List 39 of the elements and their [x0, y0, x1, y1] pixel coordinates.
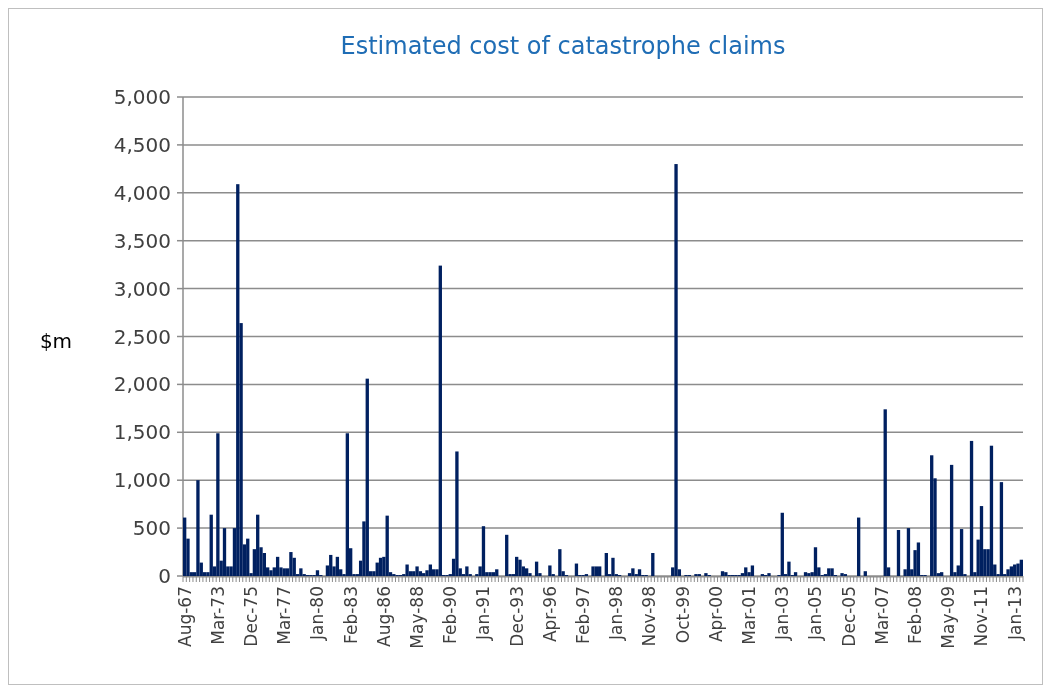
y-tick-label: 3,500: [113, 228, 171, 253]
y-tick-label: 3,000: [113, 276, 171, 301]
x-tick-label: Mar-73: [207, 586, 228, 645]
x-tick-label: Mar-77: [274, 586, 295, 645]
x-tick-label: Dec-05: [838, 586, 859, 647]
y-tick-label: 4,500: [113, 132, 171, 157]
x-tick-label: Dec-75: [241, 586, 262, 647]
x-tick-label: Feb-90: [440, 586, 461, 644]
x-tick-label: Apr-96: [539, 586, 560, 643]
x-tick-label: Nov-98: [639, 586, 660, 647]
x-tick-label: Jan-91: [473, 586, 494, 641]
y-tick-label: 2,000: [113, 372, 171, 397]
y-tick-label: 500: [132, 516, 171, 541]
y-tick-label: 0: [158, 564, 171, 588]
y-tick-label: 1,500: [113, 420, 171, 445]
x-tick-label: Aug-86: [373, 586, 394, 647]
x-tick-label: Apr-00: [705, 586, 726, 643]
chart-title: Estimated cost of catastrophe claims: [340, 32, 786, 60]
x-tick-label: Mar-01: [739, 586, 760, 645]
y-tick-label: 4,000: [113, 180, 171, 205]
x-tick-label: Aug-67: [174, 586, 195, 647]
y-tick-label: 1,000: [113, 468, 171, 493]
x-tick-label: Dec-93: [506, 586, 527, 647]
y-tick-label: 2,500: [113, 324, 171, 349]
x-tick-label: Mar-07: [871, 586, 892, 645]
x-tick-label: Oct-99: [672, 586, 693, 644]
y-tick-label: 5,000: [113, 85, 171, 109]
x-tick-label: Jan-05: [805, 586, 826, 641]
y-axis-title: $m: [39, 329, 73, 353]
x-tick-label: Jan-03: [772, 586, 793, 641]
x-tick-label: May-09: [938, 586, 959, 649]
x-tick-label: Nov-11: [971, 586, 992, 647]
x-tick-label: Jan-98: [606, 586, 627, 641]
x-tick-label: Feb-08: [905, 586, 926, 644]
x-tick-label: Feb-97: [573, 586, 594, 644]
x-tick-label: Feb-83: [340, 586, 361, 644]
x-tick-label: Jan-80: [307, 586, 328, 641]
x-tick-label: Jan-13: [1004, 586, 1025, 641]
x-tick-label: May-88: [407, 586, 428, 649]
